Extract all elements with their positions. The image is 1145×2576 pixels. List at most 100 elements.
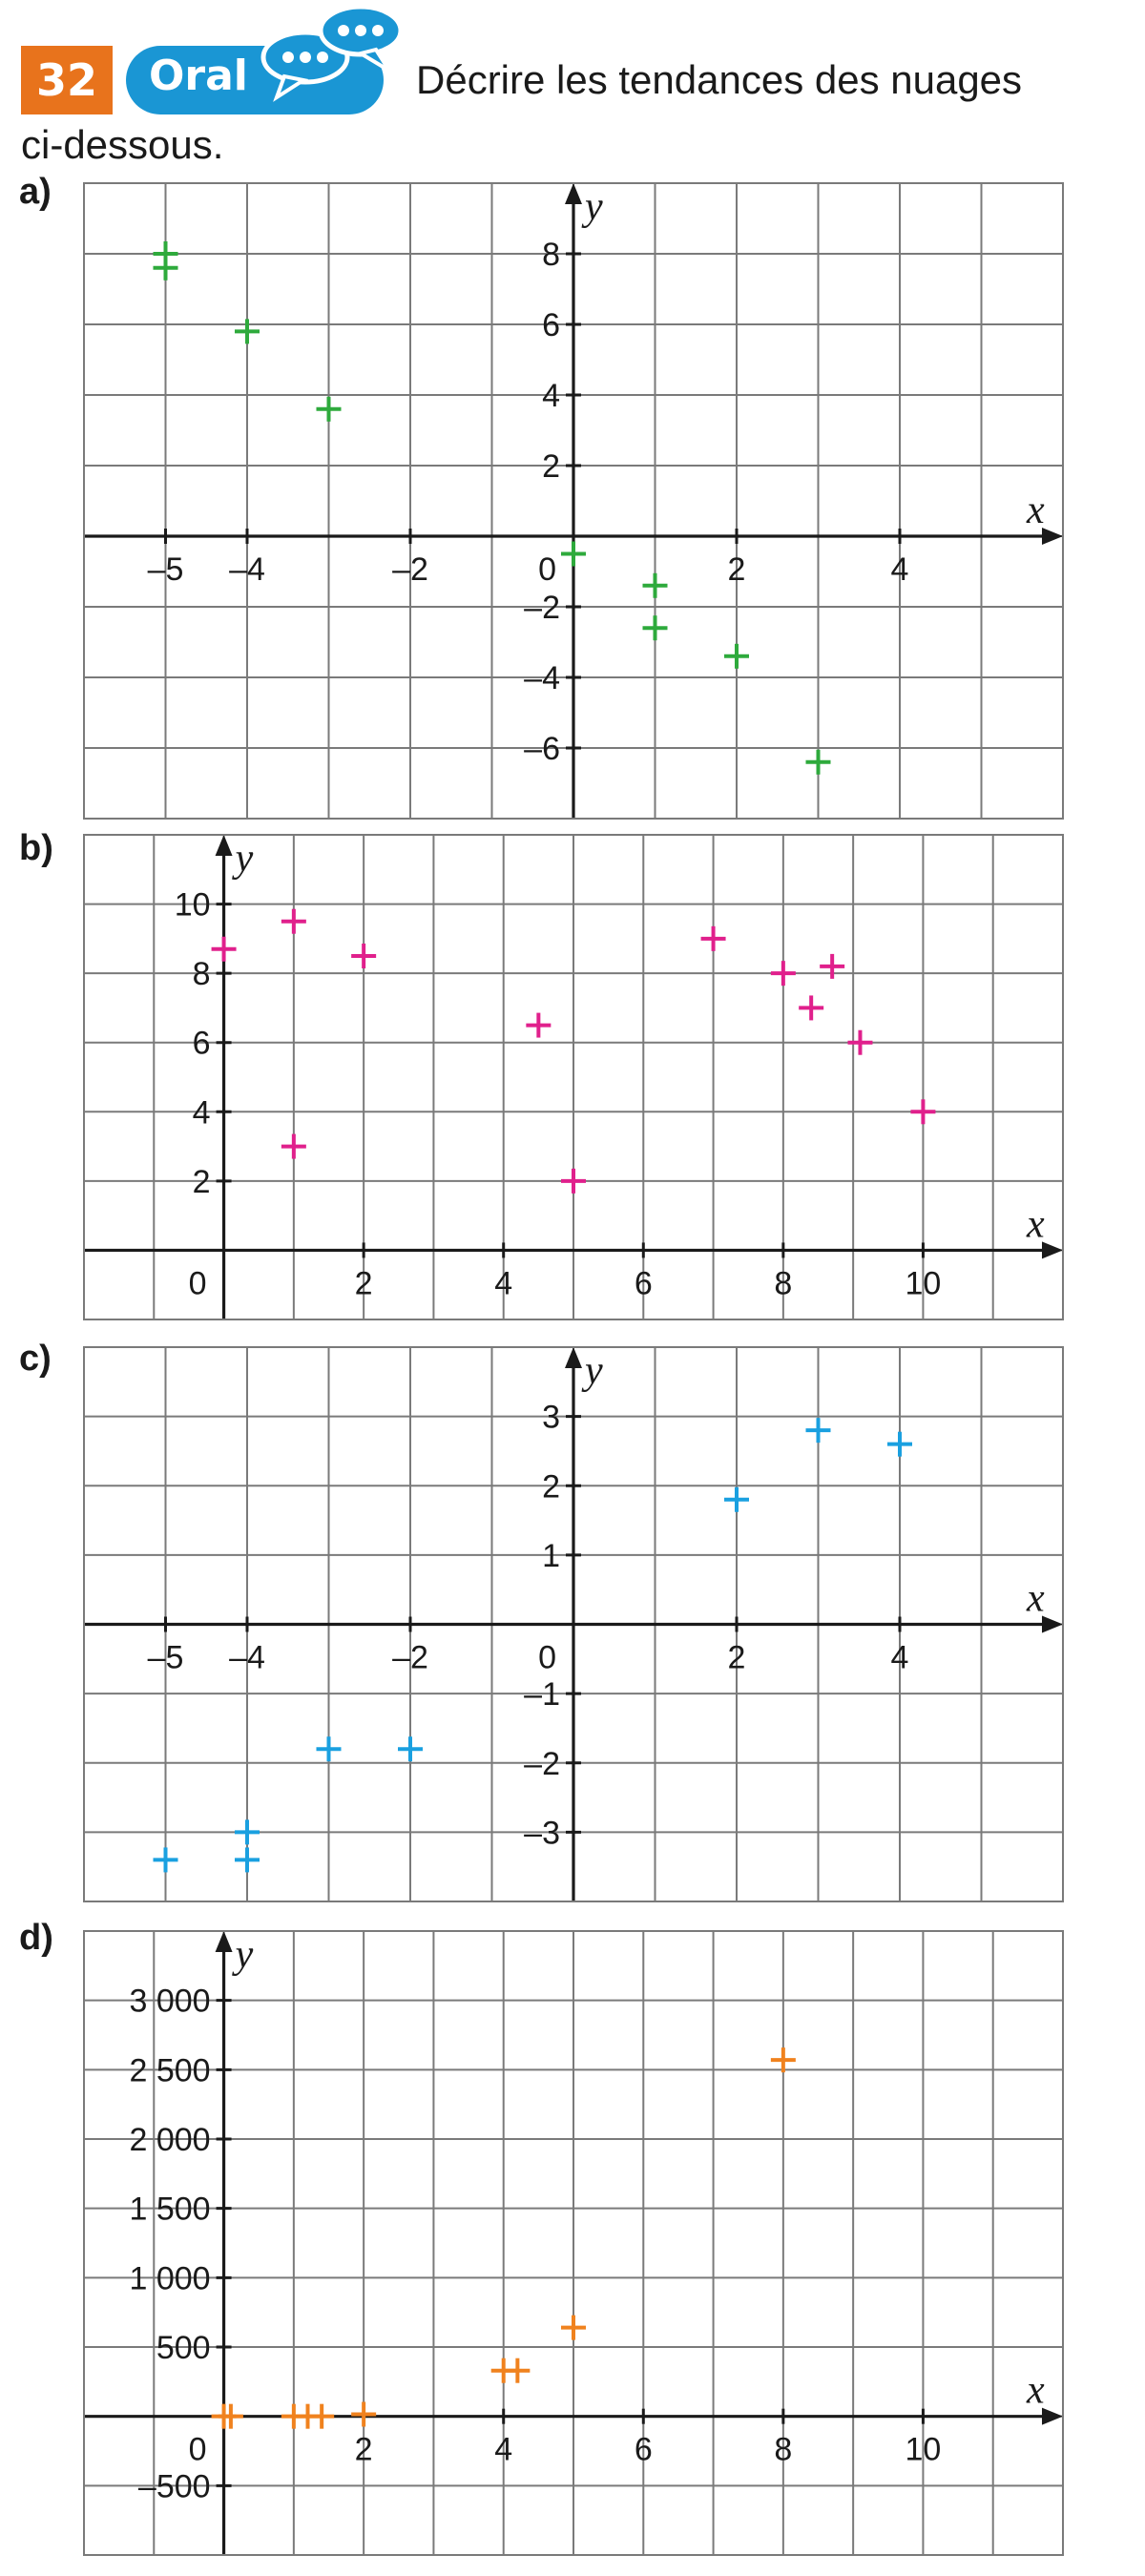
data-point xyxy=(799,995,824,1021)
data-point xyxy=(770,961,796,987)
x-axis-label: x xyxy=(1026,488,1045,532)
y-tick-label: –6 xyxy=(524,731,560,767)
x-tick-label: 8 xyxy=(774,2432,792,2468)
scatter-chart-c: x y –5 –4 –2 2 4 –3 –2 –1 1 2 3 0 xyxy=(82,1345,1065,1903)
data-point xyxy=(910,1099,936,1125)
x-tick-label: 4 xyxy=(891,1640,909,1676)
x-tick-label: –5 xyxy=(148,551,184,588)
x-axis-arrow xyxy=(1042,528,1063,545)
x-axis-arrow xyxy=(1042,2407,1063,2425)
origin-label: 0 xyxy=(538,551,556,588)
y-tick-label: 10 xyxy=(175,887,211,924)
scatter-plot-b: x y 2 4 6 8 10 2 4 6 8 10 0 xyxy=(83,834,1064,1320)
scatter-chart-d: x y 2 4 6 8 10 –500 500 1 000 1 500 2 000 2 500 3 000… xyxy=(82,1929,1065,2557)
exercise-header: 32 Oral Décrire les tendances des nuages… xyxy=(0,0,1145,181)
y-tick-label: –2 xyxy=(524,590,560,626)
y-tick-label: –1 xyxy=(524,1676,560,1713)
data-point xyxy=(724,1486,749,1512)
origin-label: 0 xyxy=(189,2432,207,2468)
data-point xyxy=(211,936,237,962)
data-point xyxy=(805,749,831,775)
y-tick-label: 8 xyxy=(542,237,560,273)
scatter-chart-a: x y –5 –4 –2 2 4 –6 –4 –2 2 4 6 8 0 xyxy=(82,181,1065,821)
data-point xyxy=(281,1133,306,1159)
data-point xyxy=(724,643,749,669)
oral-badge-label: Oral xyxy=(149,52,248,100)
data-point xyxy=(235,1819,260,1845)
x-tick-label: 2 xyxy=(728,551,746,588)
y-tick-label: 2 xyxy=(193,1164,211,1200)
x-axis-label: x xyxy=(1026,1577,1045,1621)
x-axis-arrow xyxy=(1042,1241,1063,1259)
data-point xyxy=(820,953,845,979)
data-point xyxy=(309,2403,335,2429)
data-point xyxy=(153,255,178,280)
y-tick-label: –3 xyxy=(524,1815,560,1851)
part-label-c: c) xyxy=(19,1339,52,1379)
x-tick-label: –4 xyxy=(229,551,265,588)
y-axis-label: y xyxy=(232,837,254,881)
x-tick-label: 10 xyxy=(906,2432,942,2468)
origin-label: 0 xyxy=(538,1640,556,1676)
y-tick-label: 2 000 xyxy=(129,2122,210,2158)
part-label-a: a) xyxy=(19,172,52,212)
chart-frame xyxy=(83,1930,1064,2556)
y-tick-label: 4 xyxy=(193,1094,211,1131)
data-point xyxy=(153,1847,178,1873)
data-point xyxy=(770,2047,796,2073)
instruction-text-continued: ci-dessous. xyxy=(21,122,224,167)
data-point xyxy=(316,396,342,422)
x-tick-label: 2 xyxy=(728,1640,746,1676)
y-tick-label: 2 500 xyxy=(129,2052,210,2088)
x-tick-label: 10 xyxy=(906,1265,942,1301)
y-tick-label: 6 xyxy=(193,1026,211,1062)
data-point xyxy=(700,925,726,951)
data-point xyxy=(398,1736,423,1762)
chart-frame xyxy=(83,1346,1064,1902)
x-tick-label: 2 xyxy=(355,2432,373,2468)
data-point xyxy=(218,2403,243,2429)
y-tick-label: 2 xyxy=(542,448,560,485)
y-tick-label: –2 xyxy=(524,1746,560,1782)
scatter-chart-b: x y 2 4 6 8 10 2 4 6 8 10 0 xyxy=(82,833,1065,1321)
instruction-text: Décrire les tendances des nuages xyxy=(416,57,1023,102)
speech-bubbles-icon xyxy=(260,4,404,102)
y-tick-label: 3 000 xyxy=(129,1984,210,2020)
data-point xyxy=(561,2315,586,2340)
part-label-d: d) xyxy=(19,1918,53,1958)
y-tick-label: –4 xyxy=(524,660,560,696)
y-tick-label: 1 000 xyxy=(129,2260,210,2296)
data-point xyxy=(526,1012,552,1038)
y-tick-label: 2 xyxy=(542,1468,560,1505)
data-point xyxy=(847,1029,873,1055)
data-point xyxy=(505,2358,531,2383)
data-point xyxy=(561,541,586,567)
x-axis-label: x xyxy=(1026,2369,1045,2413)
x-tick-label: –2 xyxy=(392,551,428,588)
y-axis-arrow xyxy=(215,1931,233,1952)
y-axis-label: y xyxy=(581,185,603,229)
scatter-plot-d: x y 2 4 6 8 10 –500 500 1 000 1 500 2 000 2 500 3 000… xyxy=(83,1930,1064,2556)
x-tick-label: 6 xyxy=(635,1265,653,1301)
y-axis-arrow xyxy=(565,1347,582,1368)
data-point xyxy=(235,319,260,344)
grid xyxy=(83,834,1064,1320)
x-axis-label: x xyxy=(1026,1202,1045,1246)
data-point xyxy=(281,908,306,934)
data-point xyxy=(642,572,668,598)
x-tick-label: 4 xyxy=(494,2432,512,2468)
chart-frame xyxy=(83,182,1064,820)
x-axis-arrow xyxy=(1042,1615,1063,1633)
y-tick-label: 1 500 xyxy=(129,2192,210,2228)
data-point xyxy=(642,615,668,641)
x-tick-label: 4 xyxy=(494,1265,512,1301)
y-tick-label: 4 xyxy=(542,378,560,414)
y-tick-label: 6 xyxy=(542,307,560,343)
x-tick-label: 8 xyxy=(774,1265,792,1301)
y-axis-label: y xyxy=(232,1933,254,1977)
x-tick-label: 4 xyxy=(891,551,909,588)
data-point xyxy=(235,1847,260,1873)
y-axis-label: y xyxy=(581,1349,603,1393)
x-tick-label: –5 xyxy=(148,1640,184,1676)
exercise-number-badge: 32 xyxy=(21,46,113,114)
